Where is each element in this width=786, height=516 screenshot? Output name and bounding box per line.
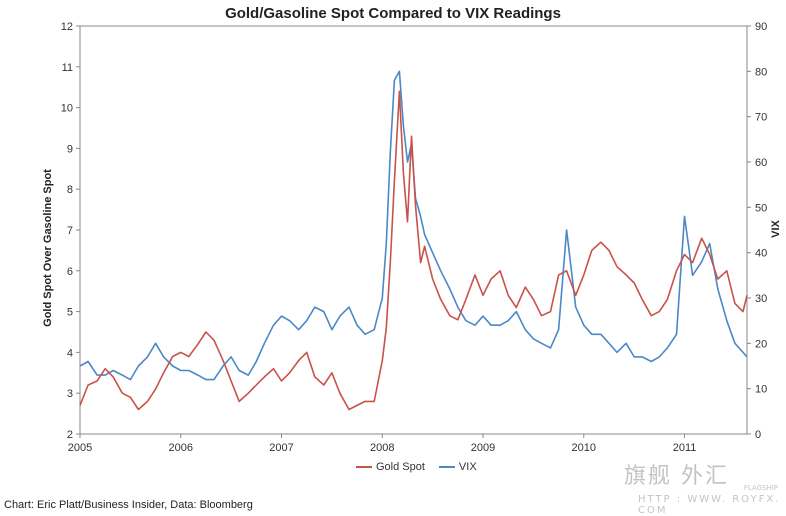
y-axis-label-right: VIX	[770, 220, 782, 238]
x-tick-label: 2010	[572, 442, 596, 454]
y-tick-label: 5	[67, 307, 73, 319]
legend-swatch-gold	[356, 466, 372, 468]
x-tick-label: 2008	[370, 442, 394, 454]
source-note: Chart: Eric Platt/Business Insider, Data…	[4, 499, 253, 511]
y2-tick-label: 90	[755, 21, 767, 33]
y2-tick-label: 20	[755, 338, 767, 350]
y-tick-label: 12	[61, 21, 73, 33]
y2-tick-label: 50	[755, 202, 767, 214]
y2-tick-label: 80	[755, 66, 767, 78]
y-axis-label-left: Gold Spot Over Gasoline Spot	[42, 169, 54, 327]
y2-tick-label: 70	[755, 112, 767, 124]
y2-tick-label: 30	[755, 293, 767, 305]
y-tick-label: 9	[67, 143, 73, 155]
x-tick-label: 2009	[471, 442, 495, 454]
y-tick-label: 6	[67, 266, 73, 278]
watermark-sub: FLAGSHIP	[743, 484, 778, 492]
legend-swatch-vix	[438, 466, 455, 468]
legend-label-vix: VIX	[458, 461, 477, 473]
series-line-gold	[79, 90, 748, 411]
y2-tick-label: 10	[755, 384, 767, 396]
y-tick-label: 8	[67, 184, 73, 196]
y-tick-label: 2	[67, 429, 73, 441]
chart-title: Gold/Gasoline Spot Compared to VIX Readi…	[225, 5, 561, 22]
y2-tick-label: 40	[755, 248, 767, 260]
watermark-logo: 旗舰 外汇	[624, 464, 729, 489]
y-tick-label: 3	[67, 388, 73, 400]
x-tick-label: 2005	[68, 442, 92, 454]
legend-label-gold: Gold Spot	[376, 461, 425, 473]
y-tick-label: 4	[67, 347, 73, 359]
y-tick-label: 10	[61, 103, 73, 115]
x-tick-label: 2007	[269, 442, 293, 454]
y-tick-label: 7	[67, 225, 73, 237]
legend-item-vix: VIX	[438, 461, 477, 473]
plot-frame	[79, 25, 748, 435]
series-line-vix	[79, 70, 748, 381]
x-tick-label: 2006	[169, 442, 193, 454]
watermark: 旗舰 外汇 FLAGSHIP HTTP : WWW. ROYFX. COM	[624, 458, 784, 516]
y-tick-label: 11	[62, 62, 73, 74]
y2-tick-label: 60	[755, 157, 767, 169]
watermark-url: HTTP : WWW. ROYFX. COM	[638, 494, 781, 516]
legend: Gold Spot VIX	[356, 461, 485, 473]
y2-tick-label: 0	[755, 429, 761, 441]
legend-item-gold: Gold Spot	[356, 461, 425, 473]
x-tick-label: 2011	[673, 442, 697, 454]
